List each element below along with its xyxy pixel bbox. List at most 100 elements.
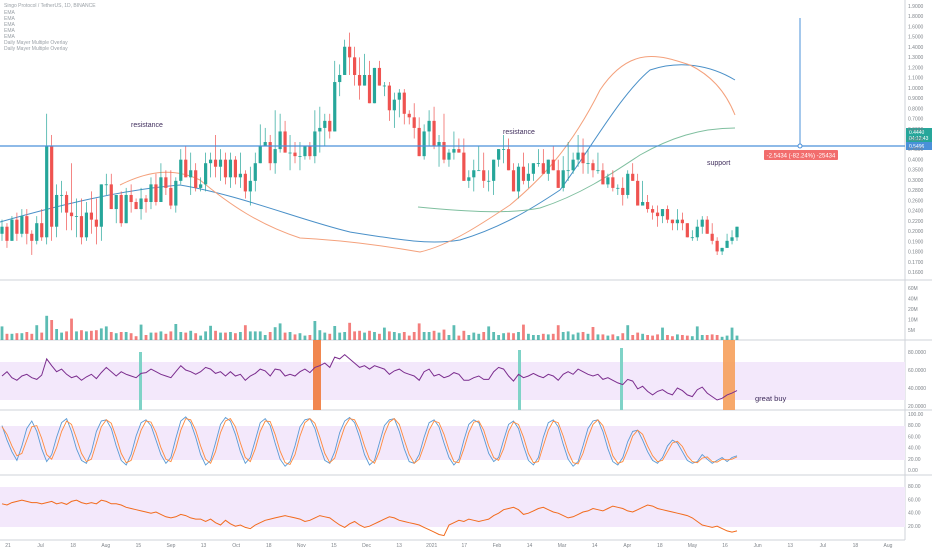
candle-body	[45, 145, 49, 238]
axis-tick-label: 20M	[908, 307, 918, 313]
highlight-oversold-2	[723, 340, 735, 410]
time-tick-label: 2021	[426, 543, 437, 549]
candle-body	[50, 145, 54, 227]
candle-body	[611, 177, 615, 188]
stoch-k-line	[1, 416, 738, 467]
candle-body	[541, 163, 545, 174]
volume-bar	[437, 332, 441, 340]
candle-body	[591, 163, 595, 171]
time-tick-label: 14	[592, 543, 598, 549]
volume-bar	[492, 332, 496, 340]
volume-bar	[209, 325, 212, 340]
volume-bar	[586, 333, 590, 340]
volume-bar	[507, 332, 510, 340]
candle-body	[149, 184, 153, 203]
ema-mid-line	[0, 64, 736, 243]
axis-tick-label: 0.3500	[908, 168, 924, 174]
candle-body	[10, 219, 14, 241]
oscillator-line	[1, 499, 738, 537]
volume-bar	[685, 335, 689, 340]
time-tick-label: Jun	[754, 543, 762, 549]
stoch-band	[0, 426, 905, 460]
axis-tick-label: 5M	[908, 328, 915, 334]
annotation-support[interactable]: support	[707, 160, 730, 167]
candle-body	[194, 170, 198, 188]
volume-bar	[621, 333, 625, 340]
volume-bar	[661, 327, 664, 340]
candle-body	[328, 120, 332, 132]
candle-body	[179, 159, 183, 181]
volume-bar	[134, 336, 138, 340]
volume-bar	[5, 333, 9, 340]
volume-bar	[358, 330, 361, 340]
volume-bar	[536, 335, 540, 340]
volume-bar	[700, 335, 704, 340]
time-tick-label: 13	[787, 543, 793, 549]
axis-tick-label: 60.00	[908, 434, 921, 440]
axis-tick-label: 0.1800	[908, 250, 924, 256]
candle-body	[25, 216, 29, 234]
candle-body	[606, 177, 610, 185]
axis-tick-label: 0.3000	[908, 178, 924, 184]
candle-body	[546, 159, 550, 174]
volume-bar	[641, 333, 645, 340]
volume-bar	[710, 334, 714, 340]
time-axis[interactable]: 21 Jul 18 Aug 15 Sep 13 Oct 18 Nov 15 Dec 13 2021 17 Fe…	[5, 543, 892, 549]
candle-body	[571, 159, 575, 171]
candle-body	[407, 113, 411, 118]
stoch-axis: 100.00 80.00 60.00 40.00 20.00 0.00	[908, 412, 924, 474]
volume-bar	[298, 333, 302, 340]
rsi-band	[0, 362, 905, 400]
symbol-title: Singo Protocol / TetherUS, 1D, BINANCE	[4, 3, 96, 9]
candle-body	[263, 142, 267, 146]
volume-bar	[338, 332, 342, 340]
axis-tick-label: 0.7000	[908, 117, 924, 123]
axis-tick-label: 80.00	[908, 423, 921, 429]
axis-tick-label: 80.00	[908, 484, 921, 490]
ema-slow-line	[417, 127, 736, 213]
volume-bar	[561, 332, 565, 340]
annotation-resistance-right[interactable]: resistance	[503, 129, 535, 136]
candle-body	[238, 173, 242, 178]
volume-bar	[15, 333, 19, 340]
chart-legend: Singo Protocol / TetherUS, 1D, BINANCE E…	[4, 3, 96, 52]
axis-tick-label: 0.00	[908, 468, 918, 474]
candle-body	[472, 170, 476, 178]
volume-bar	[199, 335, 203, 340]
annotation-great-buy[interactable]: great buy	[755, 394, 787, 403]
candle-body	[5, 226, 9, 241]
axis-tick-label: 0.2200	[908, 219, 924, 225]
volume-bar	[204, 331, 208, 340]
volume-bar	[50, 320, 54, 340]
candle-body	[288, 152, 292, 154]
price-axis[interactable]: 1.9000 1.8000 1.6000 1.5000 1.4000 1.3000 1.20…	[908, 4, 924, 276]
volume-bar	[124, 332, 128, 340]
axis-tick-label: 100.00	[908, 412, 924, 418]
measure-anchor[interactable]	[797, 143, 803, 149]
volume-bar	[189, 330, 193, 340]
candle-body	[670, 219, 675, 224]
candle-body	[437, 142, 441, 146]
candle-body	[447, 152, 451, 160]
volume-bar	[556, 325, 560, 340]
candle-body	[248, 180, 252, 192]
axis-tick-label: 40M	[908, 297, 918, 303]
candle-body	[124, 194, 128, 224]
volume-bar	[531, 335, 535, 340]
candle-body	[318, 127, 322, 132]
candle-body	[30, 233, 34, 241]
candle-body	[665, 209, 670, 220]
candle-body	[273, 149, 277, 164]
highlight-overbought-1	[139, 352, 142, 410]
candle-body	[596, 170, 600, 172]
annotation-resistance-left[interactable]: resistance	[131, 122, 163, 129]
volume-bar	[571, 334, 575, 340]
highlight-oversold-1	[313, 340, 321, 410]
candle-body	[601, 170, 605, 185]
candle-body	[119, 194, 123, 224]
current-price-label: 0.4440	[909, 130, 925, 136]
candle-body	[521, 166, 526, 181]
axis-tick-label: 40.00	[908, 446, 921, 452]
